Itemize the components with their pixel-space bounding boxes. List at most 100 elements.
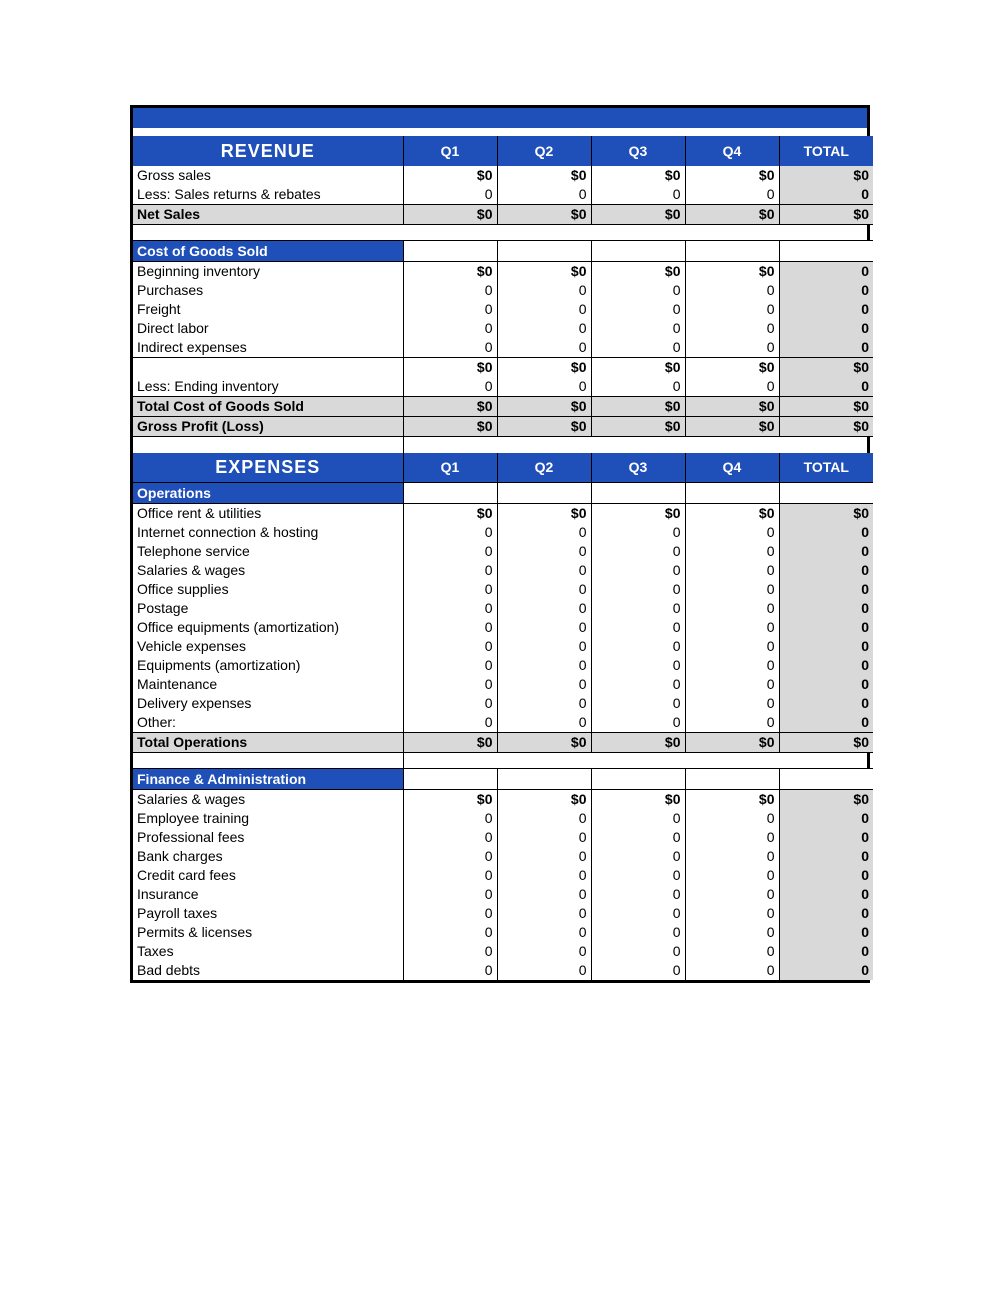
cell-q3: $0 <box>591 358 685 378</box>
cell-q4: $0 <box>685 417 779 437</box>
row-label: Employee training <box>133 809 403 828</box>
cell-q2: 0 <box>497 185 591 205</box>
cell-q3: $0 <box>591 733 685 753</box>
cell-q3: 0 <box>591 281 685 300</box>
cell-q3: 0 <box>591 599 685 618</box>
cell-total: 0 <box>779 637 873 656</box>
cell-q3: 0 <box>591 713 685 733</box>
col-q1: Q1 <box>403 453 497 483</box>
cell-q2: 0 <box>497 847 591 866</box>
cell-q3: 0 <box>591 523 685 542</box>
col-total: TOTAL <box>779 453 873 483</box>
cell-q3: 0 <box>591 942 685 961</box>
cell-q4: 0 <box>685 377 779 397</box>
cell-q4: 0 <box>685 961 779 980</box>
cell-total: 0 <box>779 338 873 358</box>
cell-q4: 0 <box>685 561 779 580</box>
cell-q1: 0 <box>403 847 497 866</box>
cell-q1: 0 <box>403 828 497 847</box>
cell-q4: 0 <box>685 847 779 866</box>
cell-total: 0 <box>779 580 873 599</box>
cell-q1: 0 <box>403 319 497 338</box>
cell-q1: 0 <box>403 523 497 542</box>
cell-q4: $0 <box>685 733 779 753</box>
cell-total: 0 <box>779 923 873 942</box>
cell-total: 0 <box>779 961 873 980</box>
row-label: Total Operations <box>133 733 403 753</box>
cell-q1: 0 <box>403 942 497 961</box>
cell-q3: 0 <box>591 338 685 358</box>
cell-total: 0 <box>779 713 873 733</box>
cell-q2: 0 <box>497 599 591 618</box>
cell-q1: 0 <box>403 904 497 923</box>
cell-q1: 0 <box>403 694 497 713</box>
cell-q4: 0 <box>685 942 779 961</box>
cell-q4: 0 <box>685 281 779 300</box>
cell-q3: $0 <box>591 397 685 417</box>
cell-q1: 0 <box>403 561 497 580</box>
cell-q2: 0 <box>497 828 591 847</box>
cell-q2: 0 <box>497 904 591 923</box>
cell-total: $0 <box>779 790 873 810</box>
cell-total: $0 <box>779 504 873 524</box>
cell-q3: 0 <box>591 637 685 656</box>
row-label <box>133 358 403 378</box>
cell-q3: 0 <box>591 675 685 694</box>
row-label: Insurance <box>133 885 403 904</box>
cell-q1: 0 <box>403 675 497 694</box>
cell-q1: $0 <box>403 504 497 524</box>
col-q2: Q2 <box>497 136 591 166</box>
row-label: Delivery expenses <box>133 694 403 713</box>
cell-q1: 0 <box>403 885 497 904</box>
cell-q1: $0 <box>403 733 497 753</box>
cell-total: 0 <box>779 866 873 885</box>
cell-q4: 0 <box>685 637 779 656</box>
cell-q4: $0 <box>685 166 779 185</box>
cell-total: 0 <box>779 542 873 561</box>
cell-q4: 0 <box>685 618 779 637</box>
row-label: Permits & licenses <box>133 923 403 942</box>
cell-total: 0 <box>779 942 873 961</box>
cell-q4: $0 <box>685 205 779 225</box>
sub-section-title: Operations <box>133 483 403 504</box>
cell-q2: 0 <box>497 809 591 828</box>
cell-q1: 0 <box>403 713 497 733</box>
cell-q2: 0 <box>497 866 591 885</box>
cell-q1: $0 <box>403 166 497 185</box>
cell-q3: 0 <box>591 542 685 561</box>
cell-q3: 0 <box>591 847 685 866</box>
section-title: EXPENSES <box>133 453 403 483</box>
row-label: Office supplies <box>133 580 403 599</box>
cell-total: $0 <box>779 205 873 225</box>
cell-total: 0 <box>779 656 873 675</box>
cell-q4: 0 <box>685 904 779 923</box>
cell-q2: $0 <box>497 417 591 437</box>
cell-q3: 0 <box>591 694 685 713</box>
cell-q1: 0 <box>403 809 497 828</box>
income-statement: REVENUEQ1Q2Q3Q4TOTALGross sales$0$0$0$0$… <box>130 105 870 983</box>
row-label: Internet connection & hosting <box>133 523 403 542</box>
cell-q2: $0 <box>497 397 591 417</box>
row-label: Direct labor <box>133 319 403 338</box>
cell-q4: $0 <box>685 504 779 524</box>
cell-total: 0 <box>779 561 873 580</box>
cell-q3: 0 <box>591 319 685 338</box>
cell-q2: 0 <box>497 618 591 637</box>
row-label: Purchases <box>133 281 403 300</box>
cell-q2: $0 <box>497 790 591 810</box>
cell-total: 0 <box>779 828 873 847</box>
cell-q4: 0 <box>685 923 779 942</box>
cell-q4: 0 <box>685 713 779 733</box>
row-label: Credit card fees <box>133 866 403 885</box>
sub-section-title: Finance & Administration <box>133 769 403 790</box>
cell-q1: $0 <box>403 790 497 810</box>
cell-q3: 0 <box>591 961 685 980</box>
cell-total: $0 <box>779 733 873 753</box>
cell-q4: $0 <box>685 397 779 417</box>
cell-q3: 0 <box>591 828 685 847</box>
cell-q3: 0 <box>591 561 685 580</box>
cell-q2: $0 <box>497 262 591 282</box>
cell-q1: 0 <box>403 923 497 942</box>
cell-q1: 0 <box>403 599 497 618</box>
cell-q3: 0 <box>591 656 685 675</box>
